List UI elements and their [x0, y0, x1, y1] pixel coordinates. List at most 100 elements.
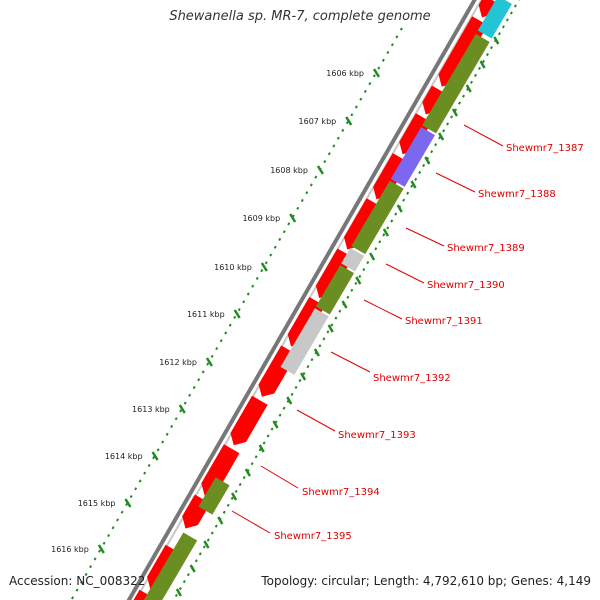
scale-dot [201, 370, 205, 374]
inner-scale-dot [270, 427, 274, 431]
gene-leader-line [385, 263, 425, 284]
scale-dot [278, 237, 282, 242]
gene-leader-line [363, 299, 403, 320]
scale-dot [282, 230, 286, 234]
inner-tick [341, 300, 348, 309]
inner-tick [396, 204, 403, 213]
kbp-tick [205, 357, 213, 367]
scale-dot [161, 440, 165, 444]
inner-scale-dot [334, 316, 338, 320]
scale-dot [309, 183, 313, 187]
inner-scale-dot [382, 233, 386, 237]
scale-dot [215, 346, 219, 351]
kbp-tick [260, 262, 268, 272]
scale-dot [98, 549, 102, 553]
inner-scale-dot [430, 150, 434, 154]
inner-scale-dot [442, 129, 446, 133]
inner-scale-dot [346, 295, 350, 299]
scale-dot [219, 339, 223, 343]
kbp-label: 1615 kbp [78, 499, 116, 508]
gene-leader-line [260, 465, 299, 489]
scale-dot [323, 159, 327, 164]
kbp-label: 1607 kbp [299, 117, 337, 126]
inner-scale-dot [254, 455, 258, 459]
scale-dot [327, 152, 331, 156]
inner-scale-dot [182, 580, 186, 584]
scale-dot [206, 362, 210, 366]
scale-dot [192, 385, 196, 390]
gene-leader-line [330, 351, 371, 373]
kbp-tick [178, 404, 186, 414]
inner-tick [424, 156, 431, 165]
gene-label: Shewmr7_1388 [478, 189, 556, 200]
gene-label: Shewmr7_1394 [302, 487, 380, 498]
inner-scale-dot [322, 337, 326, 341]
scale-dot [147, 463, 151, 468]
gene-leader-line [405, 227, 445, 247]
reverse-gene-9 [143, 532, 198, 600]
inner-scale-dot [410, 184, 414, 188]
scale-dot [381, 58, 385, 62]
inner-scale-dot [414, 177, 418, 181]
scale-dot [255, 276, 259, 281]
inner-scale-dot [294, 385, 298, 390]
kbp-label: 1610 kbp [214, 263, 252, 272]
inner-scale-dot [362, 267, 366, 272]
scale-dot [80, 580, 84, 584]
scale-dot [152, 456, 156, 460]
reverse-gene-4 [351, 180, 404, 255]
scale-dot [372, 74, 376, 78]
inner-scale-dot [402, 198, 406, 202]
inner-scale-dot [474, 73, 477, 77]
inner-scale-dot [326, 330, 330, 334]
kbp-tick [233, 309, 241, 319]
scale-dot [93, 557, 97, 561]
inner-scale-dot [214, 524, 218, 528]
backbone-line [126, 0, 477, 600]
inner-scale-dot [481, 59, 485, 64]
inner-scale-dot [394, 212, 398, 216]
inner-tick [203, 540, 210, 549]
scale-dot [107, 533, 111, 538]
inner-tick [313, 348, 320, 357]
inner-scale-dot [390, 219, 394, 223]
inner-tick [410, 180, 417, 189]
inner-scale-dot [258, 448, 262, 452]
reverse-gene-1 [477, 0, 512, 39]
gene-label: Shewmr7_1395 [274, 531, 352, 542]
kbp-label: 1612 kbp [159, 358, 197, 367]
scale-dot [399, 27, 403, 31]
inner-scale-dot [302, 371, 306, 376]
scale-dot [260, 269, 264, 273]
inner-scale-dot [386, 226, 390, 230]
scale-dot [228, 323, 232, 327]
inner-scale-dot [186, 573, 190, 577]
scale-dot [363, 89, 367, 93]
inner-scale-dot [330, 323, 334, 327]
gene-label: Shewmr7_1392 [373, 373, 451, 384]
kbp-tick [345, 116, 353, 126]
inner-scale-dot [290, 392, 294, 396]
inner-scale-dot [434, 143, 438, 147]
inner-scale-dot [446, 122, 450, 126]
scale-dot [341, 128, 345, 132]
inner-scale-dot [306, 365, 310, 369]
scale-dot [71, 596, 75, 600]
inner-scale-dot [266, 434, 270, 438]
gene-label: Shewmr7_1390 [427, 280, 505, 291]
inner-scale-dot [450, 115, 454, 119]
inner-scale-dot [489, 46, 493, 50]
accession-text: Accession: NC_008322 [9, 574, 146, 588]
topology-text: Topology: circular; Length: 4,792,610 bp… [261, 574, 591, 588]
kbp-label: 1608 kbp [270, 166, 308, 175]
scale-dot [390, 43, 394, 47]
inner-tick [369, 252, 376, 261]
inner-tick [189, 564, 196, 573]
inner-tick [300, 372, 307, 381]
inner-scale-dot [497, 32, 501, 36]
scale-dot [165, 432, 169, 436]
inner-scale-dot [226, 503, 230, 507]
inner-tick [175, 588, 182, 597]
inner-scale-dot [418, 170, 422, 175]
inner-scale-dot [222, 510, 226, 514]
